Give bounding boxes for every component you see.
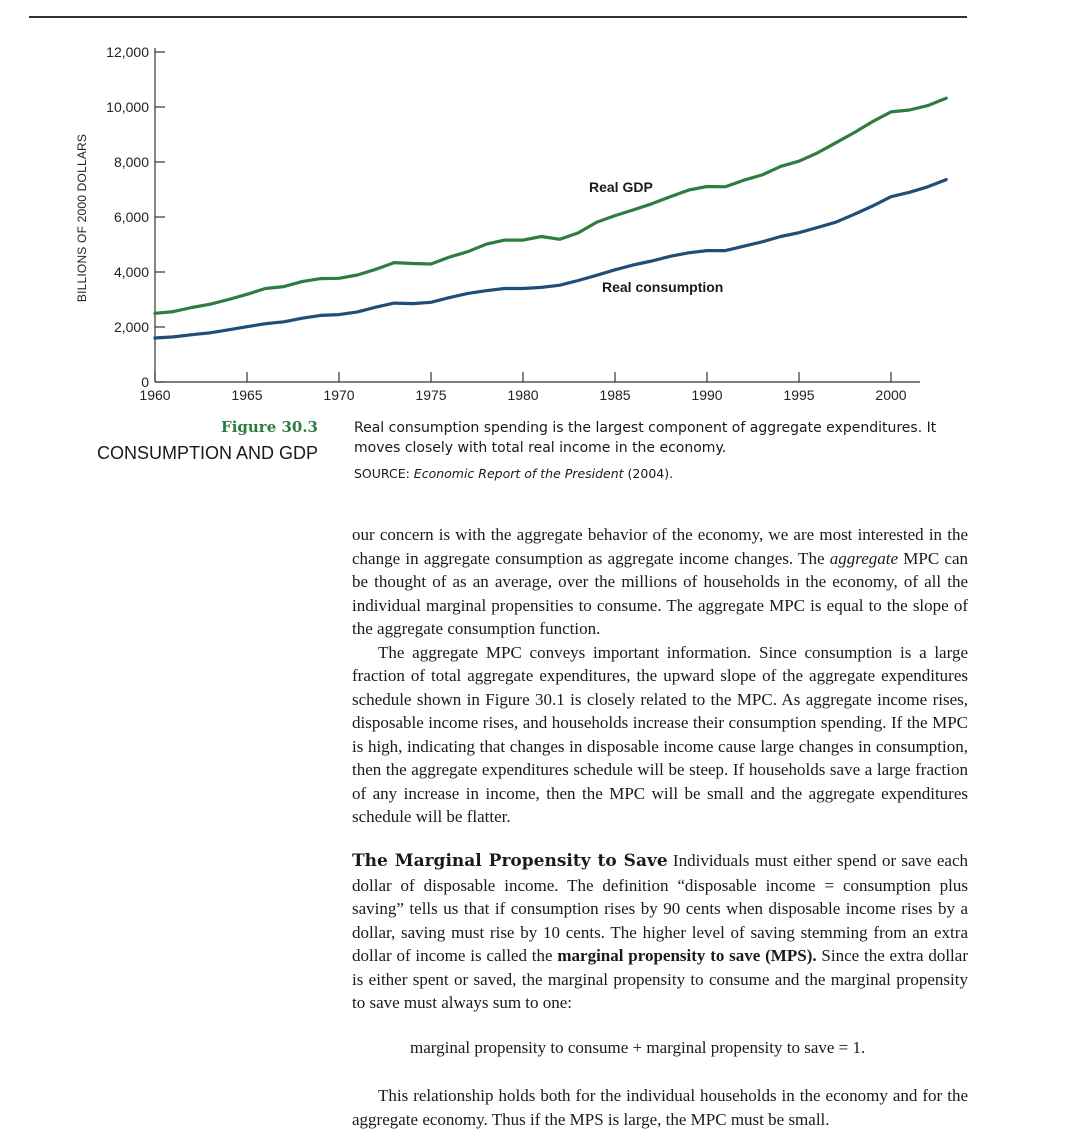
body-section-mps: The Marginal Propensity to Save Individu… [352,849,968,1015]
paragraph-3: The Marginal Propensity to Save Individu… [352,849,968,1015]
p1-italic: aggregate [829,548,899,568]
paragraph-4: This relationship holds both for the ind… [352,1086,968,1129]
figure-source: SOURCE: Economic Report of the President… [354,466,673,481]
source-suffix: (2004). [623,466,674,481]
p1-text: our concern is with the aggregate behavi… [352,525,968,568]
x-tick-label: 1970 [323,387,354,403]
series-label-consumption: Real consumption [602,279,723,295]
source-prefix: SOURCE: [354,466,414,481]
series-label-gdp: Real GDP [589,179,653,195]
x-tick-label: 1995 [783,387,814,403]
y-axis-label: BILLIONS OF 2000 DOLLARS [75,134,89,302]
x-tick-label: 1985 [599,387,630,403]
y-tick-label: 12,000 [106,44,149,60]
paragraph-2: The aggregate MPC conveys important info… [352,642,968,827]
p1-rest: MPC can be thought of as an average, ove… [352,548,968,639]
y-tick-label: 10,000 [106,99,149,115]
x-tick-label: 1980 [507,387,538,403]
y-tick-label: 6,000 [114,209,149,225]
figure-number: Figure 30.3 [221,418,318,436]
chart-lines [153,96,948,340]
source-title: Economic Report of the President [413,466,624,481]
consumption-gdp-chart: 0 2,000 4,000 6,000 8,000 10,000 12,000 1960 196… [75,44,948,403]
x-tick-label: 1990 [691,387,722,403]
figure-caption: Real consumption spending is the largest… [354,420,937,456]
y-tick-label: 8,000 [114,154,149,170]
series-line-real-consumption [153,178,948,340]
y-tick-label: 2,000 [114,319,149,335]
p3-text: Individuals must either spend or save ea… [352,851,969,965]
p3-rest: Since the extra dollar is either spent o… [352,946,968,1012]
section-heading: The Marginal Propensity to Save [352,851,668,871]
x-tick-label: 2000 [875,387,906,403]
y-tick-label: 0 [141,374,149,390]
chart-axes: 0 2,000 4,000 6,000 8,000 10,000 12,000 1960 196… [106,44,920,403]
x-tick-label: 1975 [415,387,446,403]
series-line-real-gdp [153,96,948,315]
figure-title: CONSUMPTION AND GDP [96,443,318,463]
p3-bold-term: marginal propensity to save (MPS). [557,946,817,965]
equation: marginal propensity to consume + margina… [410,1038,866,1057]
body-paragraphs-1: our concern is with the aggregate behavi… [352,523,968,829]
x-tick-label: 1965 [231,387,262,403]
x-tick-label: 1960 [139,387,170,403]
paragraph-1: our concern is with the aggregate behavi… [352,523,968,641]
top-rule [29,16,967,18]
body-paragraph-4: This relationship holds both for the ind… [352,1084,968,1131]
y-tick-label: 4,000 [114,264,149,280]
